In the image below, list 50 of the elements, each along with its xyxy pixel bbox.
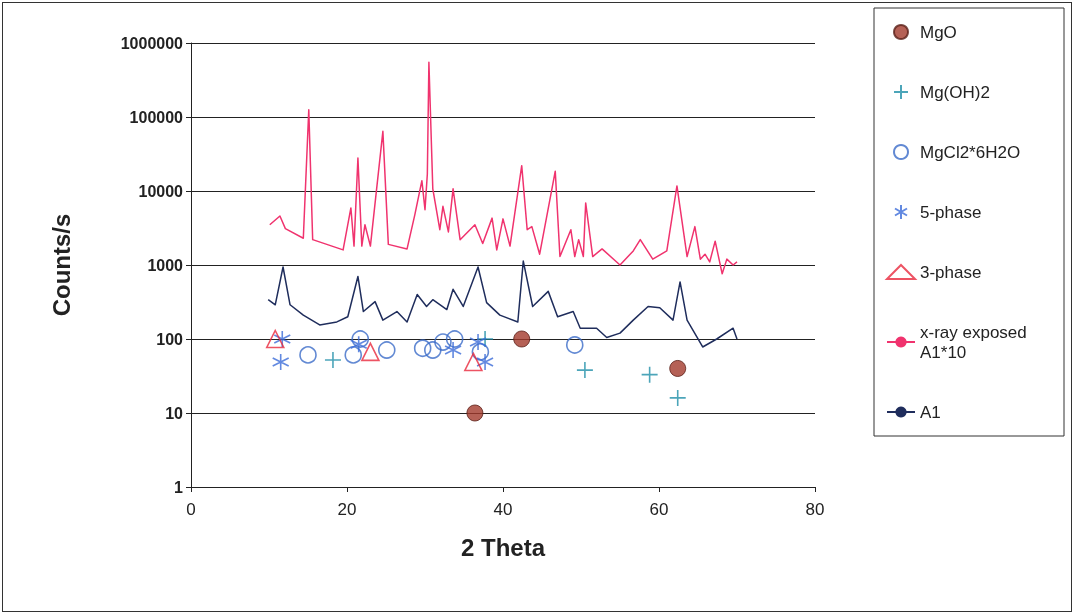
x-tick-label: 20 bbox=[337, 500, 357, 519]
point bbox=[576, 361, 594, 379]
y-tick-label: 1 bbox=[174, 478, 184, 496]
point bbox=[669, 359, 687, 377]
y-tick-label: 10000 bbox=[138, 182, 184, 200]
x-tick-label: 40 bbox=[493, 500, 513, 519]
point bbox=[466, 404, 484, 422]
point bbox=[361, 342, 380, 362]
point bbox=[324, 351, 342, 369]
point bbox=[476, 330, 494, 348]
point bbox=[413, 339, 432, 358]
point bbox=[378, 341, 396, 359]
y-tick-label: 1000000 bbox=[120, 34, 184, 52]
legend-label: MgCl2*6H2O bbox=[920, 142, 1021, 162]
legend-label: 5-phase bbox=[920, 202, 982, 222]
legend-label: Mg(OH)2 bbox=[920, 82, 990, 102]
y-tick-label: 100 bbox=[156, 330, 184, 348]
x-tick-label: 60 bbox=[649, 500, 669, 519]
point bbox=[344, 346, 363, 364]
legend-label: MgO bbox=[920, 22, 957, 42]
point bbox=[513, 330, 531, 348]
x-tick-label: 0 bbox=[186, 500, 196, 519]
x-axis-title: 2 Theta bbox=[460, 533, 546, 561]
x-tick-label: 80 bbox=[805, 500, 825, 519]
legend-label: A1 bbox=[920, 402, 941, 422]
legend-label: 3-phase bbox=[920, 262, 982, 282]
point bbox=[471, 343, 490, 361]
point bbox=[299, 346, 317, 364]
point bbox=[424, 341, 442, 359]
point bbox=[640, 365, 659, 384]
point bbox=[271, 353, 290, 371]
y-tick-label: 10 bbox=[165, 404, 184, 422]
point bbox=[349, 335, 368, 354]
legend-label: x-ray exposed A1*10 bbox=[920, 322, 1032, 362]
y-axis-title: Counts/s bbox=[47, 213, 75, 317]
point bbox=[565, 336, 584, 354]
line-series bbox=[269, 61, 738, 275]
y-tick-label: 1000 bbox=[147, 256, 184, 274]
line-series bbox=[267, 260, 738, 348]
point bbox=[668, 389, 687, 407]
point bbox=[464, 352, 483, 372]
point bbox=[434, 333, 452, 351]
point bbox=[265, 329, 285, 349]
point bbox=[476, 353, 494, 371]
point bbox=[445, 330, 464, 348]
point bbox=[351, 330, 370, 348]
y-tick-label: 100000 bbox=[129, 108, 184, 126]
point bbox=[273, 330, 292, 348]
point bbox=[444, 341, 462, 359]
point bbox=[469, 333, 487, 351]
